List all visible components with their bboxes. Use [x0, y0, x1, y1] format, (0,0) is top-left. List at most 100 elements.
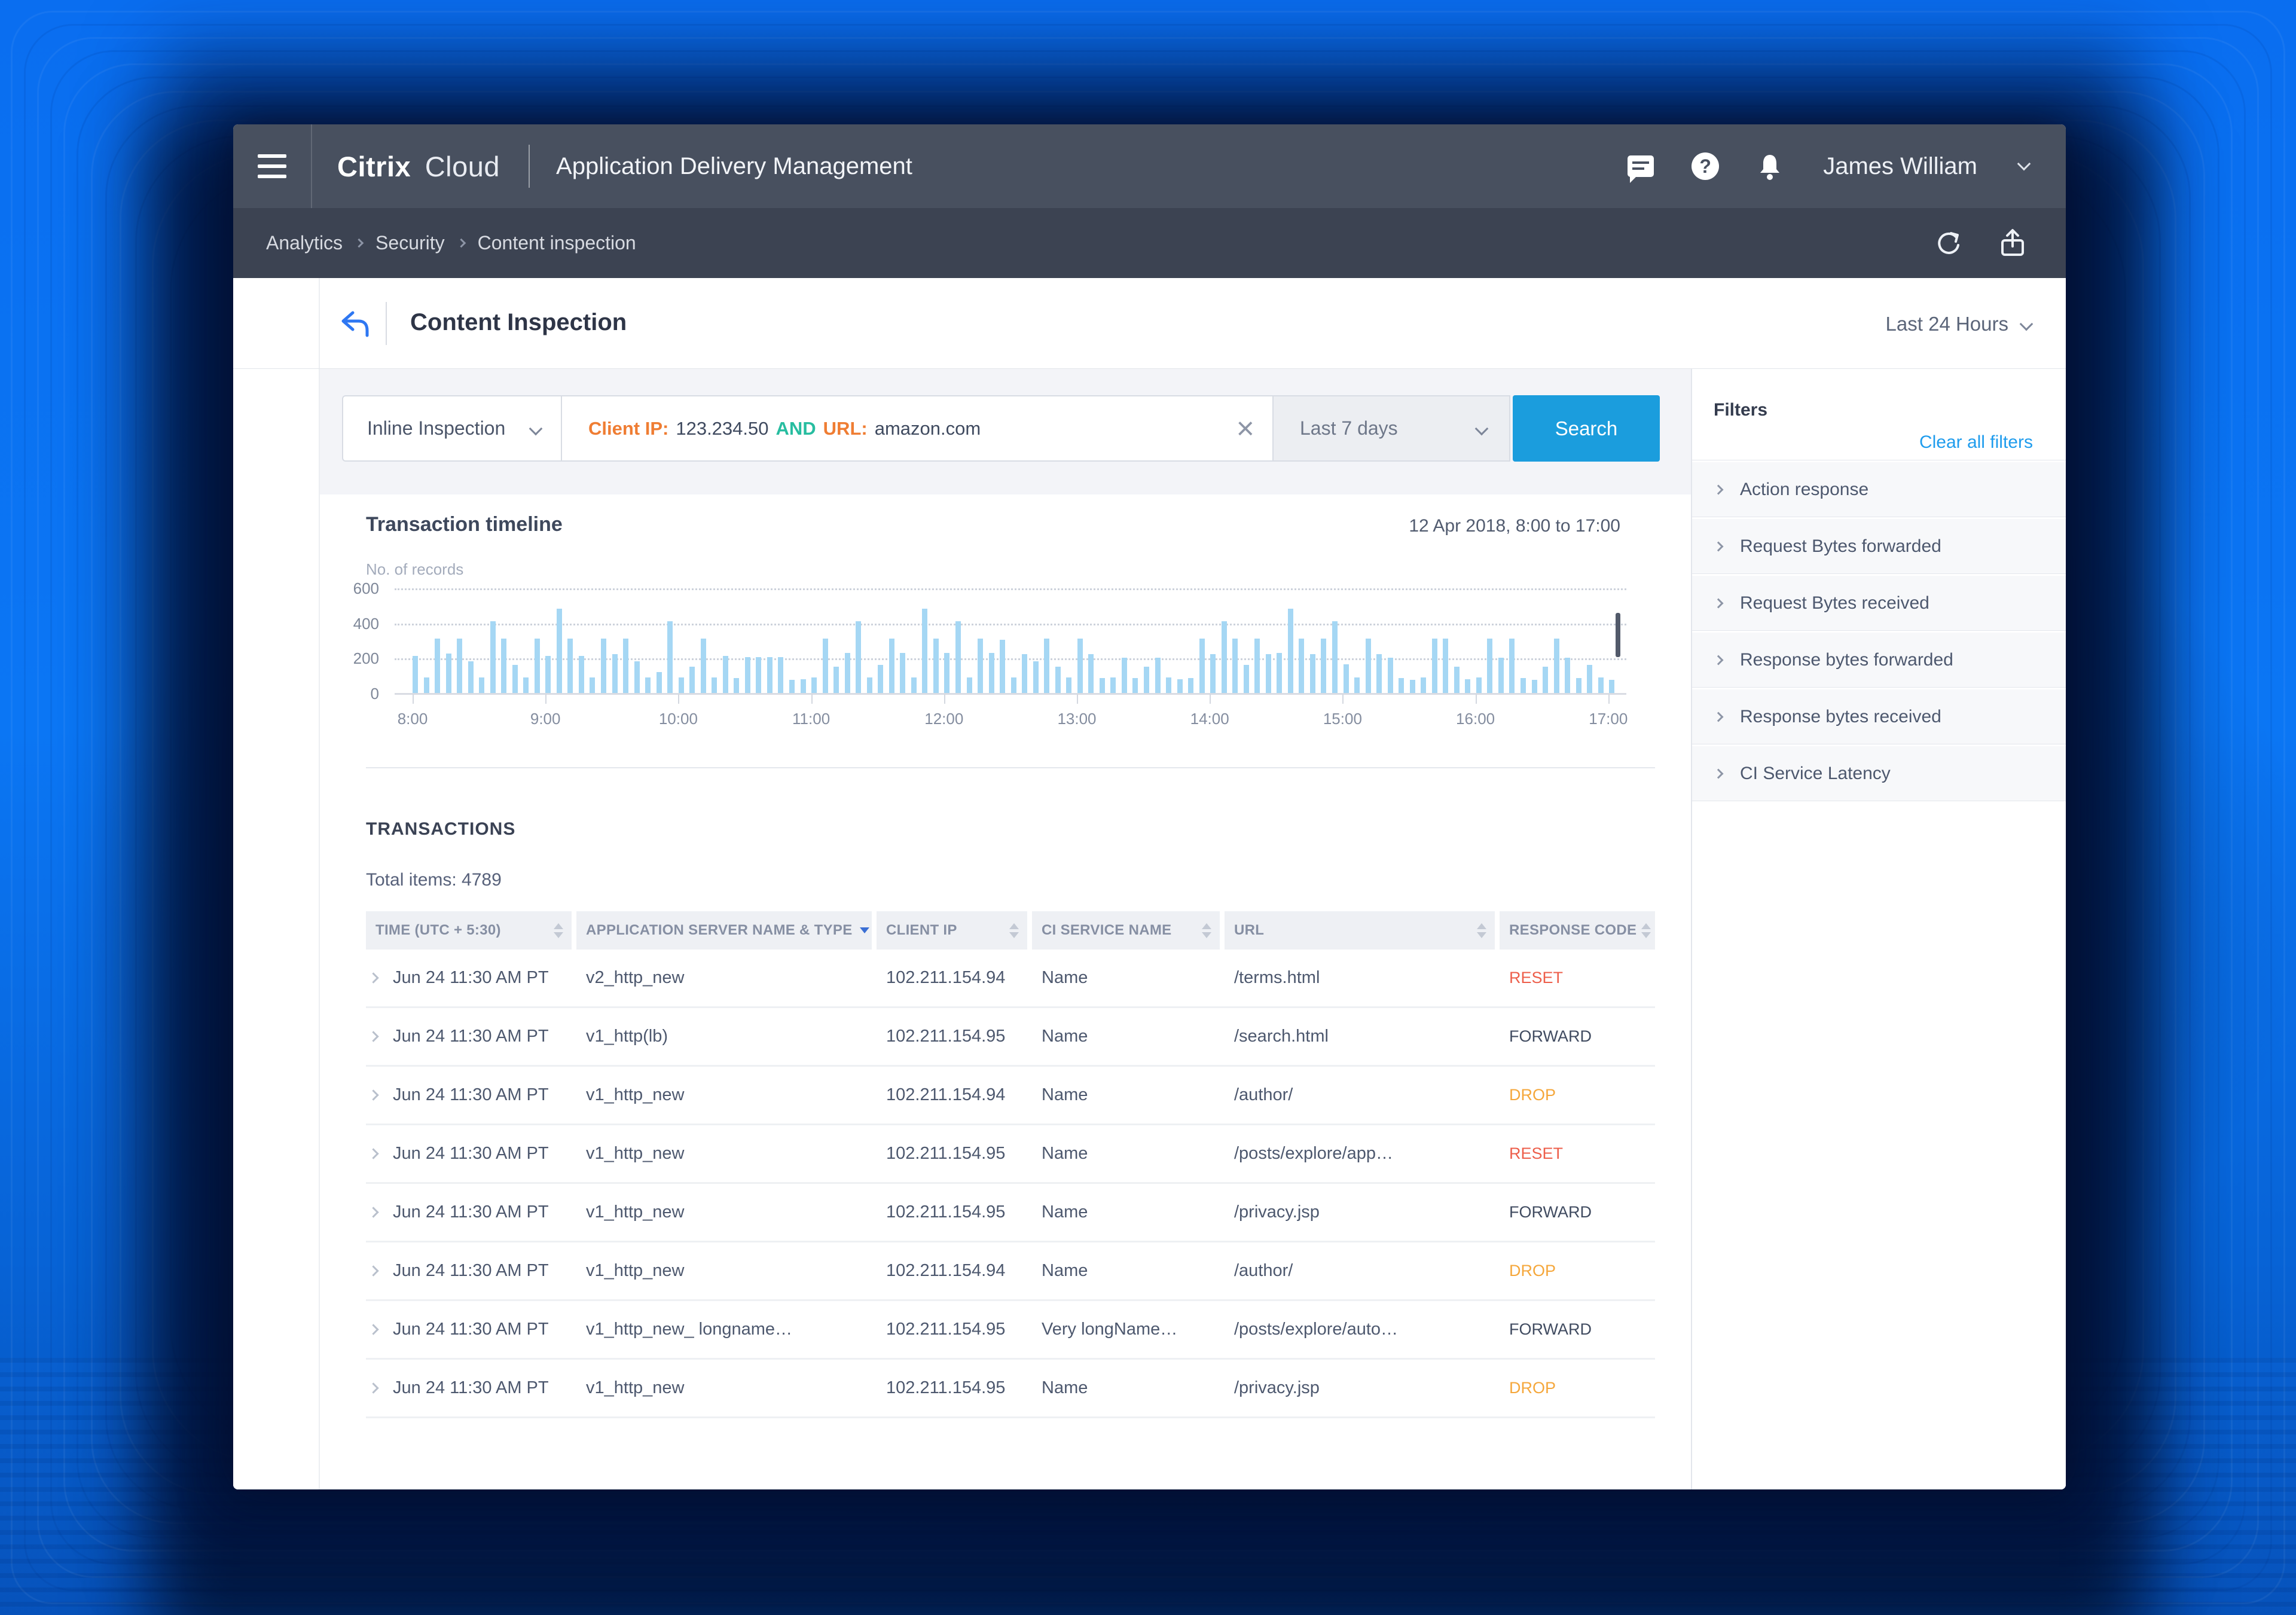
column-header-application-server-name-type[interactable]: APPLICATION SERVER NAME & TYPE — [576, 911, 872, 950]
cell-ci-service-name: Name — [1042, 1378, 1088, 1397]
bar — [944, 653, 950, 693]
bar — [933, 639, 939, 693]
inspection-type-dropdown[interactable]: Inline Inspection — [342, 395, 562, 462]
column-header-label-wrap: CI SERVICE NAME — [1042, 922, 1171, 939]
sort-icons[interactable] — [1202, 923, 1211, 938]
sort-icons[interactable] — [1009, 923, 1019, 938]
table-row[interactable]: Jun 24 11:30 AM PT v1_http(lb) 102.211.154… — [366, 1008, 1655, 1067]
brand-secondary: Cloud — [425, 150, 500, 182]
brand-logo[interactable]: Citrix Cloud — [337, 150, 500, 183]
bar — [1387, 658, 1393, 693]
chevron-right-icon[interactable] — [368, 1031, 379, 1042]
bar — [1132, 678, 1138, 693]
x-tick-label: 17:00 — [1589, 710, 1628, 728]
cell-ci-service-name: Name — [1042, 1085, 1088, 1104]
duration-dropdown[interactable]: Last 7 days — [1272, 395, 1510, 462]
table-row[interactable]: Jun 24 11:30 AM PT v1_http_new 102.211.154… — [366, 1125, 1655, 1184]
filter-item-ci-service-latency[interactable]: CI Service Latency — [1692, 744, 2066, 801]
table-row[interactable]: Jun 24 11:30 AM PT v1_http_new 102.211.154… — [366, 1067, 1655, 1125]
bar — [578, 656, 584, 693]
filter-item-response-bytes-forwarded[interactable]: Response bytes forwarded — [1692, 631, 2066, 688]
bar — [612, 654, 618, 693]
bar — [1166, 677, 1172, 693]
chevron-right-icon[interactable] — [368, 1324, 379, 1335]
table-row[interactable]: Jun 24 11:30 AM PT v1_http_new_ longname…… — [366, 1301, 1655, 1360]
chevron-right-icon[interactable] — [368, 1207, 379, 1218]
column-header-ci-service-name[interactable]: CI SERVICE NAME — [1032, 911, 1220, 950]
table-row[interactable]: Jun 24 11:30 AM PT v1_http_new 102.211.154… — [366, 1360, 1655, 1418]
column-header-url[interactable]: URL — [1225, 911, 1495, 950]
chevron-right-icon[interactable] — [368, 972, 379, 984]
bar — [1055, 667, 1061, 693]
chevron-right-icon[interactable] — [368, 1382, 379, 1394]
help-button[interactable]: ? — [1690, 151, 1720, 181]
chevron-right-icon — [1713, 712, 1724, 722]
range-slider-handle[interactable] — [1616, 613, 1620, 657]
search-query-input[interactable]: Client IP: 123.234.50 AND URL: amazon.co… — [561, 395, 1274, 462]
chart-y-tick-labels: 600 400 200 0 — [323, 579, 390, 703]
bar — [1521, 678, 1526, 693]
search-button[interactable]: Search — [1513, 395, 1660, 462]
chevron-right-icon[interactable] — [368, 1265, 379, 1277]
bar — [1243, 665, 1249, 693]
chevron-right-icon[interactable] — [368, 1148, 379, 1159]
time-value: Jun 24 11:30 AM PT — [393, 1144, 549, 1163]
column-header-client-ip[interactable]: CLIENT IP — [877, 911, 1027, 950]
export-icon[interactable] — [1996, 227, 2029, 260]
filter-item-response-bytes-received[interactable]: Response bytes received — [1692, 688, 2066, 744]
cell-time: Jun 24 11:30 AM PT — [366, 1320, 572, 1339]
bar — [468, 661, 474, 693]
table-row[interactable]: Jun 24 11:30 AM PT v1_http_new 102.211.154… — [366, 1242, 1655, 1301]
bar — [966, 677, 972, 693]
table-row[interactable]: Jun 24 11:30 AM PT v1_http_new 102.211.154… — [366, 1184, 1655, 1242]
x-tick-label: 16:00 — [1456, 710, 1495, 728]
bar — [1321, 639, 1327, 693]
bar — [1431, 639, 1437, 693]
bar — [856, 621, 862, 693]
column-header-label: RESPONSE CODE — [1509, 922, 1637, 938]
header-divider — [529, 145, 530, 188]
sort-asc-icon — [1202, 923, 1211, 929]
user-menu-chevron-icon[interactable] — [2017, 157, 2031, 171]
time-range-selector[interactable]: Last 24 Hours — [1886, 313, 2034, 335]
cell-url: /author/ — [1234, 1085, 1293, 1104]
refresh-icon[interactable] — [1933, 227, 1965, 260]
filter-item-action-response[interactable]: Action response — [1692, 460, 2066, 517]
bar — [1509, 639, 1515, 693]
column-header-time-utc-5-30-[interactable]: TIME (UTC + 5:30) — [366, 911, 572, 950]
bar — [800, 679, 806, 693]
clear-search-icon[interactable]: × — [1236, 411, 1254, 446]
breadcrumb-analytics[interactable]: Analytics — [266, 232, 343, 254]
bar — [667, 621, 673, 693]
feedback-button[interactable] — [1626, 151, 1656, 183]
bar — [844, 653, 850, 693]
filter-item-request-bytes-received[interactable]: Request Bytes received — [1692, 574, 2066, 631]
cell-time: Jun 24 11:30 AM PT — [366, 1261, 572, 1281]
chevron-right-icon[interactable] — [368, 1089, 379, 1101]
sort-icons[interactable] — [1641, 923, 1651, 938]
menu-button[interactable] — [233, 124, 312, 208]
bar — [1221, 621, 1227, 693]
notifications-button[interactable] — [1755, 151, 1785, 181]
breadcrumb-content-inspection[interactable]: Content inspection — [477, 232, 636, 254]
x-tick-label: 15:00 — [1323, 710, 1362, 728]
table-row[interactable]: Jun 24 11:30 AM PT v2_http_new 102.211.154… — [366, 950, 1655, 1008]
column-header-label: TIME (UTC + 5:30) — [375, 922, 501, 938]
bar — [634, 661, 640, 693]
sort-icons[interactable] — [554, 923, 563, 938]
cell-time: Jun 24 11:30 AM PT — [366, 968, 572, 988]
cell-response-code: DROP — [1509, 1262, 1556, 1280]
clear-all-filters-link[interactable]: Clear all filters — [1919, 432, 2033, 452]
breadcrumb-security[interactable]: Security — [375, 232, 445, 254]
back-button[interactable] — [336, 306, 373, 346]
bar — [1000, 640, 1006, 693]
filter-item-request-bytes-forwarded[interactable]: Request Bytes forwarded — [1692, 517, 2066, 574]
bar — [789, 680, 795, 693]
column-header-response-code[interactable]: RESPONSE CODE — [1500, 911, 1655, 950]
sort-icons[interactable] — [1477, 923, 1486, 938]
x-axis-tick — [545, 694, 547, 704]
bar — [1376, 654, 1382, 693]
cell-response-code: RESET — [1509, 1144, 1564, 1162]
cell-client-ip: 102.211.154.94 — [886, 1261, 1006, 1280]
transaction-timeline-chart[interactable]: 8:00 9:00 10:00 11:00 12:00 13:00 14:00 15:00 16… — [395, 588, 1628, 728]
